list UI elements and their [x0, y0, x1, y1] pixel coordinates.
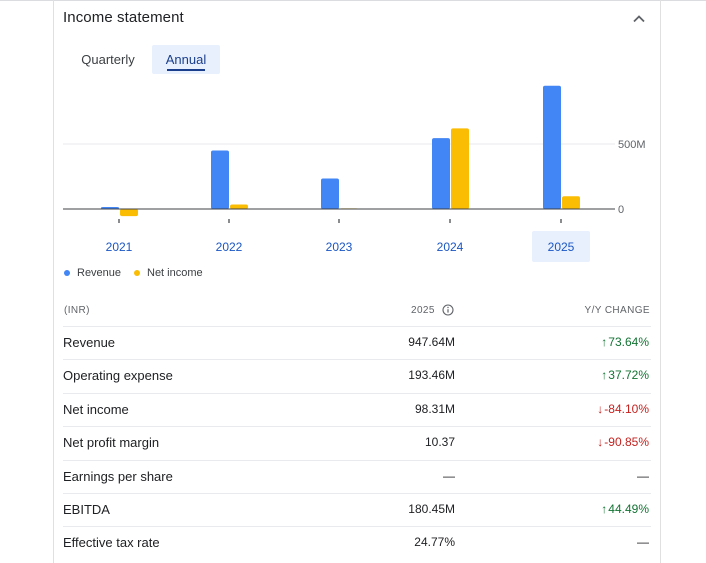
arrow-down-icon: ↓ [597, 435, 604, 450]
bar-net-income-2025 [562, 196, 580, 209]
row-value: 24.77% [414, 535, 455, 550]
row-change-text: — [637, 535, 649, 550]
row-change-text: — [637, 468, 649, 483]
row-value: — [443, 468, 455, 483]
x-tick-label-2023[interactable]: 2023 [326, 240, 353, 254]
row-change-text: 73.64% [608, 335, 649, 349]
row-change: ↑ 37.72% [601, 368, 649, 382]
table-row: Earnings per share — — [63, 459, 651, 493]
row-value: 193.46M [408, 368, 455, 383]
row-label: Revenue [63, 335, 116, 350]
arrow-up-icon: ↑ [601, 502, 608, 516]
row-change: — [637, 535, 649, 549]
table-header-unit: (INR) [64, 305, 90, 316]
row-change: ↑ 44.49% [601, 502, 649, 516]
bar-revenue-2023 [321, 178, 339, 209]
x-tick-label-2024[interactable]: 2024 [437, 240, 464, 254]
y-tick-label-500M: 500M [618, 139, 646, 151]
row-label: Effective tax rate [63, 535, 160, 551]
card-title: Income statement [63, 9, 184, 26]
table-row: EBITDA 180.45M ↑ 44.49% [63, 493, 651, 526]
table-row: Revenue 947.64M ↑ 73.64% [63, 326, 651, 359]
row-value: 10.37 [424, 435, 455, 450]
row-change: — [637, 469, 649, 483]
row-change: ↓ -90.85% [597, 435, 649, 449]
row-change-text: -84.10% [604, 401, 649, 416]
x-tick-label-2025[interactable]: 2025 [548, 240, 575, 254]
row-label: EBITDA [63, 502, 110, 517]
row-label: Operating expense [63, 368, 173, 384]
legend-item-revenue: Revenue [64, 267, 121, 279]
row-label: Net income [63, 401, 129, 417]
tab-annual[interactable]: Annual [152, 45, 220, 74]
row-change: ↑ 73.64% [601, 335, 649, 349]
bar-revenue-2024 [432, 138, 450, 209]
row-value: 98.31M [414, 401, 455, 416]
tab-annual-underline [167, 69, 205, 71]
table-header-year: 2025 [411, 305, 435, 316]
income-bar-chart: 500M 0 2021 2022 2023 2024 2025 [63, 85, 646, 262]
legend-item-net-income: Net income [134, 267, 203, 279]
table-row: Operating expense 193.46M ↑ 37.72% [63, 359, 651, 392]
x-tick-label-2022[interactable]: 2022 [216, 240, 243, 254]
row-change: ↓ -84.10% [597, 402, 649, 416]
top-divider [0, 0, 706, 1]
row-label: Net profit margin [63, 435, 160, 451]
table-row: Net profit margin 10.37 ↓ -90.85% [63, 426, 651, 459]
tab-quarterly[interactable]: Quarterly [69, 45, 147, 74]
legend-net-income-label: Net income [147, 267, 203, 279]
row-change-text: 44.49% [608, 502, 649, 516]
table-row: Net income 98.31M ↓ -84.10% [63, 392, 651, 426]
bar-net-income-2024 [451, 128, 469, 209]
x-tick-label-2021[interactable]: 2021 [106, 240, 133, 254]
bar-revenue-2022 [211, 150, 229, 209]
table-header-change: Y/Y CHANGE [584, 305, 650, 316]
table-row: Effective tax rate 24.77% — [63, 526, 651, 559]
arrow-up-icon: ↑ [601, 335, 608, 349]
net-income-dot-icon [134, 270, 140, 276]
row-change-text: 37.72% [608, 368, 649, 383]
bar-net-income-2022 [230, 204, 248, 209]
legend-revenue-label: Revenue [77, 267, 122, 279]
row-value: 180.45M [408, 502, 455, 516]
tab-annual-label: Annual [165, 52, 207, 67]
y-tick-label-0: 0 [618, 204, 624, 216]
row-change-text: -90.85% [604, 435, 649, 450]
revenue-dot-icon [64, 270, 70, 276]
income-statement-card [53, 0, 661, 563]
info-icon[interactable] [442, 304, 454, 316]
selected-year-highlight [532, 231, 590, 262]
bar-net-income-2021 [120, 209, 138, 217]
arrow-up-icon: ↑ [601, 368, 608, 383]
row-value: 947.64M [408, 335, 455, 349]
bar-revenue-2025 [543, 85, 561, 209]
chevron-up-icon[interactable] [630, 10, 648, 28]
tab-quarterly-label: Quarterly [81, 52, 135, 67]
arrow-down-icon: ↓ [597, 401, 604, 416]
row-label: Earnings per share [63, 468, 173, 484]
